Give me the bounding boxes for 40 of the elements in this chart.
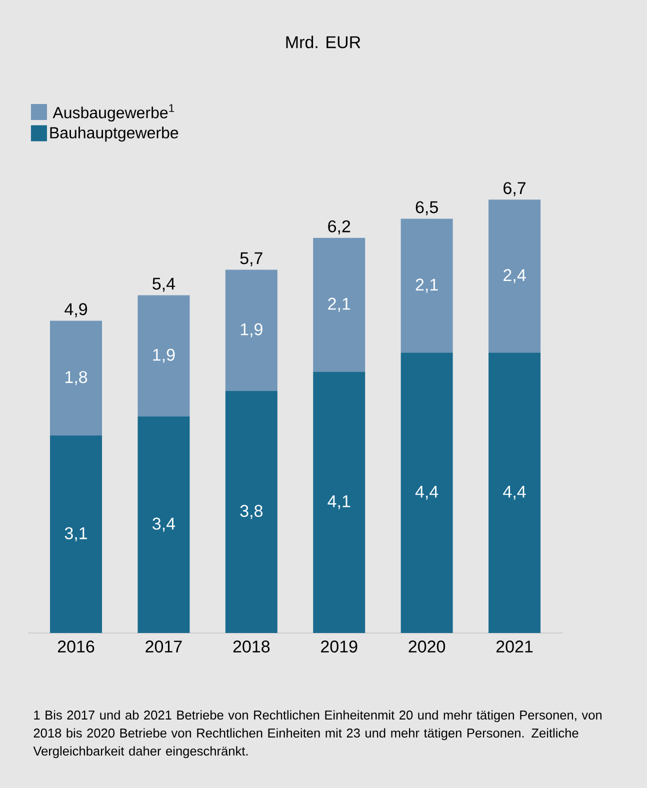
data-label: 1,9 <box>240 323 262 338</box>
total-label: 6,2 <box>328 220 350 234</box>
bar <box>138 416 190 633</box>
total-label: 5,7 <box>240 252 262 266</box>
bar <box>50 320 102 436</box>
bar <box>313 372 366 633</box>
x-tick-label: 2016 <box>58 640 94 653</box>
total-label: 6,7 <box>504 182 526 196</box>
data-label: 3,8 <box>240 504 262 519</box>
bar <box>50 435 102 633</box>
data-label: 2,1 <box>328 298 350 312</box>
x-tick-label: 2020 <box>408 640 446 653</box>
data-label: 3,4 <box>152 518 176 532</box>
data-label: 3,1 <box>64 527 87 542</box>
data-label: 4,1 <box>328 495 350 510</box>
data-label: 1,8 <box>65 371 88 386</box>
x-tick-label: 2018 <box>233 640 270 653</box>
total-label: 5,4 <box>152 278 176 292</box>
total-label: 6,5 <box>416 201 438 216</box>
data-label: 1,9 <box>153 348 175 363</box>
data-label: 2,1 <box>416 278 438 293</box>
bar <box>488 200 541 353</box>
bar <box>225 270 278 391</box>
chart-title: Mrd. EUR <box>286 36 360 48</box>
legend-label: Bauhauptgewerbe <box>50 126 178 142</box>
bar <box>313 238 366 372</box>
text: 1 Bis 2017 und ab 2021 Betriebe von Rechtlichen Einheitenmit 20 und mehr tätigen Personen, von 2018 bis 2020 Betriebe von Rechtlichen Einheiten mit 23 und mehr tätigen Personen. Zeitliche Vergleichbarkeit daher eingeschränkt. <box>33 710 602 758</box>
total-label: 4,9 <box>64 303 88 318</box>
data-label: 4,4 <box>503 486 526 500</box>
x-tick-label: 2019 <box>321 640 358 653</box>
data-label: 4,4 <box>415 486 438 500</box>
bar <box>400 218 453 353</box>
bar <box>225 390 278 633</box>
data-label: 2,4 <box>504 269 526 284</box>
bar <box>400 352 453 633</box>
bar <box>488 352 541 633</box>
bar <box>138 295 190 416</box>
x-tick-label: 2017 <box>146 640 182 653</box>
x-tick-label: 2021 <box>496 640 533 653</box>
legend-label: Ausbaugewerbe$^{1}$ <box>52 104 174 122</box>
